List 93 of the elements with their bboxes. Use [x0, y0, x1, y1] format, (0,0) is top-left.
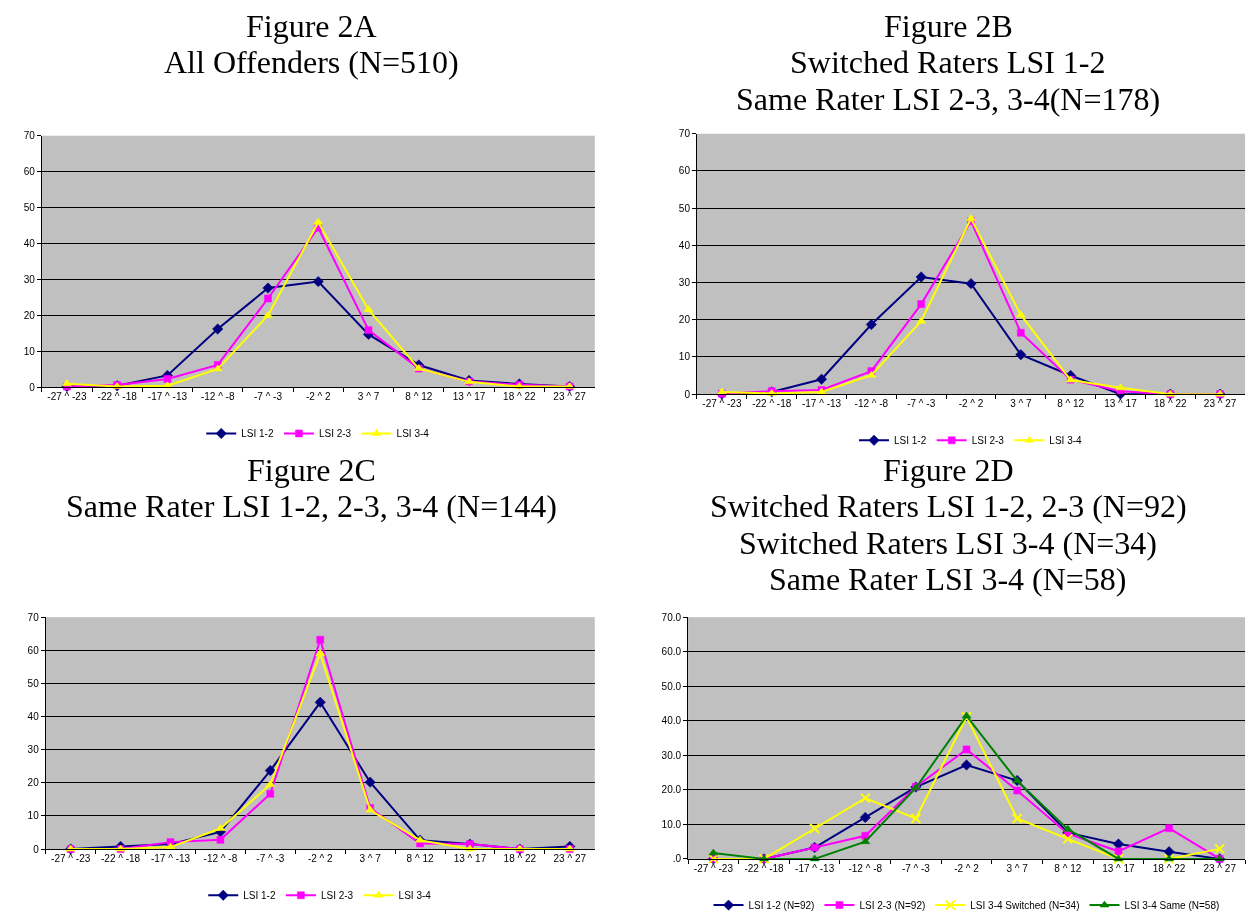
- chart-title: Figure 2B Switched Raters LSI 1-2 Same Rater LSI 2-3, 3-4(N=178): [736, 8, 1161, 117]
- x-tick-label: -22 ^ -18: [101, 853, 141, 865]
- legend-label: LSI 1-2: [894, 435, 927, 447]
- x-tick-label: -12 ^ -8: [203, 853, 238, 865]
- legend-label: LSI 3-4 Same (N=58): [1124, 899, 1220, 911]
- x-tick-label: -2 ^ 2: [958, 398, 984, 410]
- y-tick-label: 20: [27, 777, 40, 789]
- x-tick-label: 3 ^ 7: [359, 853, 382, 865]
- y-tick-label: 70: [27, 611, 40, 623]
- x-tick-label: -27 ^ -23: [693, 862, 734, 874]
- y-tick-label: 70: [23, 130, 36, 142]
- x-tick-label: -7 ^ -3: [253, 391, 283, 403]
- y-tick-label: 40: [678, 239, 691, 251]
- y-tick-label: 10: [27, 810, 40, 822]
- y-tick-label: 10.0: [661, 818, 682, 830]
- y-tick-label: 10: [678, 351, 691, 363]
- chart-title: Figure 2D Switched Raters LSI 1-2, 2-3 (N=92) Switched Raters LSI 3-4 (N=34) Same Rater LSI 3-4 (N=58): [710, 452, 1187, 597]
- x-tick-label: -17 ^ -13: [801, 398, 842, 410]
- x-tick-label: -12 ^ -8: [200, 391, 235, 403]
- legend-label: LSI 2-3: [320, 890, 354, 902]
- y-tick-label: 10: [23, 345, 36, 357]
- x-tick-label: 8 ^ 12: [1054, 862, 1082, 874]
- y-tick-label: 50: [678, 202, 691, 214]
- x-tick-label: 8 ^ 12: [405, 391, 433, 403]
- y-tick-label: 20.0: [661, 784, 682, 796]
- y-tick-label: 0: [29, 381, 36, 393]
- y-tick-label: .0: [672, 853, 682, 865]
- y-tick-label: 40: [27, 711, 40, 723]
- x-tick-label: 8 ^ 12: [1057, 398, 1085, 410]
- x-tick-label: -7 ^ -3: [907, 398, 936, 410]
- legend-label: LSI 2-3 (N=92): [859, 899, 926, 911]
- x-tick-label: 13 ^ 17: [1104, 398, 1138, 410]
- x-tick-label: 18 ^ 22: [1154, 398, 1187, 410]
- x-tick-label: 23 ^ 27: [553, 853, 587, 865]
- legend-label: LSI 2-3: [971, 435, 1005, 447]
- x-tick-label: -22 ^ -18: [97, 391, 138, 403]
- y-tick-label: 0: [33, 843, 40, 855]
- legend-label: LSI 1-2: [241, 428, 274, 440]
- x-tick-label: 3 ^ 7: [1010, 398, 1032, 410]
- y-tick-label: 60: [678, 165, 691, 177]
- y-tick-label: 40.0: [661, 715, 682, 727]
- y-tick-label: 50: [23, 202, 36, 214]
- legend-label: LSI 3-4 Switched (N=34): [970, 899, 1080, 911]
- x-tick-label: 18 ^ 22: [503, 853, 537, 865]
- y-tick-label: 70: [678, 128, 691, 140]
- x-tick-label: 18 ^ 22: [503, 391, 537, 403]
- y-tick-label: 70.0: [661, 611, 682, 623]
- x-tick-label: -2 ^ 2: [954, 862, 980, 874]
- x-tick-label: 23 ^ 27: [1203, 862, 1237, 874]
- x-tick-label: 3 ^ 7: [1006, 862, 1029, 874]
- y-tick-label: 50.0: [661, 680, 682, 692]
- y-tick-label: 40: [23, 238, 36, 250]
- y-tick-label: 0: [684, 388, 691, 400]
- legend-label: LSI 3-4: [1049, 435, 1083, 447]
- x-tick-label: -7 ^ -3: [256, 853, 285, 865]
- x-tick-label: 18 ^ 22: [1152, 862, 1186, 874]
- legend-label: LSI 2-3: [318, 428, 352, 440]
- x-tick-label: -27 ^ -23: [47, 391, 87, 403]
- x-tick-label: 23 ^ 27: [1203, 398, 1237, 410]
- x-tick-label: -17 ^ -13: [795, 862, 835, 874]
- y-tick-label: 60: [27, 644, 40, 656]
- y-tick-label: 30: [27, 744, 40, 756]
- x-tick-label: -17 ^ -13: [147, 391, 188, 403]
- x-tick-label: 13 ^ 17: [452, 391, 486, 403]
- x-tick-label: -22 ^ -18: [744, 862, 785, 874]
- y-tick-label: 30: [678, 277, 691, 289]
- y-tick-label: 20: [23, 309, 36, 321]
- x-tick-label: -2 ^ 2: [307, 853, 334, 865]
- x-tick-label: -7 ^ -3: [901, 862, 931, 874]
- y-tick-label: 30: [23, 273, 36, 285]
- legend-label: LSI 3-4: [396, 428, 430, 440]
- y-tick-label: 30.0: [661, 749, 682, 761]
- legend-label: LSI 1-2 (N=92): [748, 899, 815, 911]
- x-tick-label: 23 ^ 27: [553, 391, 587, 403]
- x-tick-label: 13 ^ 17: [1102, 862, 1136, 874]
- x-tick-label: -12 ^ -8: [848, 862, 883, 874]
- chart-title: Figure 2A All Offenders (N=510): [164, 8, 459, 80]
- y-tick-label: 50: [27, 677, 40, 689]
- legend-label: LSI 1-2: [243, 890, 276, 902]
- x-tick-label: -17 ^ -13: [150, 853, 191, 865]
- y-tick-label: 20: [678, 314, 691, 326]
- x-tick-label: -22 ^ -18: [752, 398, 792, 410]
- y-tick-label: 60: [23, 166, 36, 178]
- chart-title: Figure 2C Same Rater LSI 1-2, 2-3, 3-4 (N=144): [66, 452, 557, 524]
- legend-label: LSI 3-4: [398, 890, 432, 902]
- x-tick-label: -27 ^ -23: [51, 853, 91, 865]
- x-tick-label: 8 ^ 12: [406, 853, 434, 865]
- x-tick-label: -2 ^ 2: [305, 391, 332, 403]
- x-tick-label: -27 ^ -23: [702, 398, 742, 410]
- x-tick-label: 13 ^ 17: [453, 853, 487, 865]
- x-tick-label: 3 ^ 7: [357, 391, 380, 403]
- x-tick-label: -12 ^ -8: [854, 398, 889, 410]
- y-tick-label: 60.0: [661, 646, 682, 658]
